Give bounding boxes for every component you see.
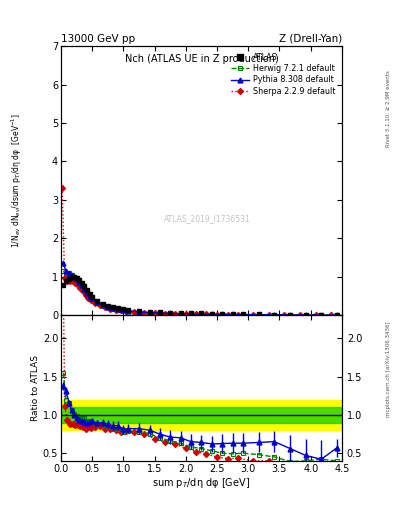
- Text: Z (Drell-Yan): Z (Drell-Yan): [279, 33, 342, 44]
- Text: ATLAS_2019_I1736531: ATLAS_2019_I1736531: [163, 214, 250, 223]
- X-axis label: sum p$_{T}$/dη dφ [GeV]: sum p$_{T}$/dη dφ [GeV]: [152, 476, 250, 490]
- Text: Rivet 3.1.10, ≥ 2.9M events: Rivet 3.1.10, ≥ 2.9M events: [386, 71, 391, 147]
- Text: Nch (ATLAS UE in Z production): Nch (ATLAS UE in Z production): [125, 54, 278, 64]
- Y-axis label: Ratio to ATLAS: Ratio to ATLAS: [31, 355, 40, 421]
- Text: 13000 GeV pp: 13000 GeV pp: [61, 33, 135, 44]
- Y-axis label: 1/N$_{ev}$ dN$_{ev}$/dsum p$_{T}$/dη dφ  [GeV$^{-1}$]: 1/N$_{ev}$ dN$_{ev}$/dsum p$_{T}$/dη dφ …: [10, 113, 24, 248]
- Text: mcplots.cern.ch [arXiv:1306.3436]: mcplots.cern.ch [arXiv:1306.3436]: [386, 322, 391, 417]
- Legend: ATLAS, Herwig 7.2.1 default, Pythia 8.308 default, Sherpa 2.2.9 default: ATLAS, Herwig 7.2.1 default, Pythia 8.30…: [229, 50, 338, 98]
